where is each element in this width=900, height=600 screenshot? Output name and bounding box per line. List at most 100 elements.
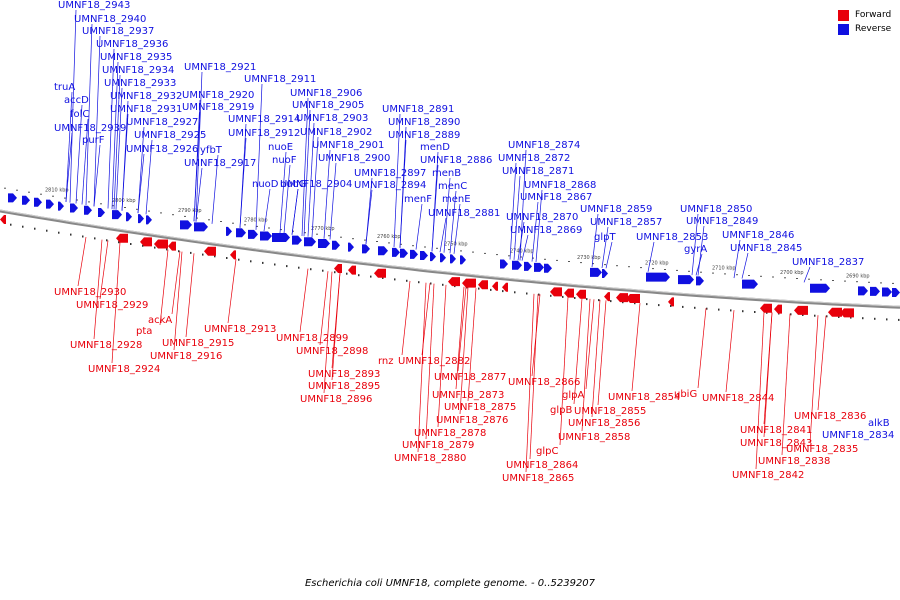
reverse-gene-arrow [696, 276, 704, 286]
scale-dot [640, 267, 642, 269]
scale-dot [412, 245, 414, 247]
reverse-gene-leader [733, 239, 741, 279]
forward-gene-label: UMNF18_2855 [574, 406, 646, 417]
reverse-gene-label: UMNF18_2902 [300, 127, 372, 138]
scale-dash [262, 261, 264, 264]
scale-dash [898, 318, 900, 321]
reverse-gene-leader [399, 139, 407, 248]
scale-dash [826, 315, 828, 318]
scale-tick-label: 2690 kbp [846, 274, 870, 280]
scale-dot [736, 274, 738, 276]
reverse-gene-label: menD [420, 142, 450, 153]
forward-gene-leader [591, 299, 601, 418]
scale-dash [886, 318, 888, 321]
scale-dash [82, 235, 84, 238]
reverse-gene-leader [605, 241, 613, 269]
reverse-gene-leader [291, 188, 299, 235]
forward-gene-label: UMNF18_2844 [702, 393, 774, 404]
reverse-gene-arrow [544, 263, 552, 273]
forward-gene-label: UMNF18_2841 [740, 425, 812, 436]
scale-dot [184, 215, 186, 217]
scale-dot [424, 246, 426, 248]
forward-gene-label: glpB [550, 405, 572, 416]
reverse-gene-arrow [450, 254, 456, 264]
forward-gene-label: UMNF18_2864 [506, 460, 578, 471]
reverse-gene-leader [121, 113, 129, 211]
scale-dot [844, 280, 846, 282]
reverse-gene-leader [85, 23, 93, 206]
reverse-gene-label: UMNF18_2937 [82, 26, 154, 37]
genome-caption: Escherichia coli UMNF18, complete genome… [304, 578, 596, 589]
reverse-gene-leader [193, 111, 201, 222]
scale-dash [298, 266, 300, 269]
forward-gene-label: UMNF18_2843 [740, 438, 812, 449]
scale-dash [382, 277, 384, 279]
reverse-gene-leader [113, 74, 121, 210]
forward-gene-leader [763, 312, 773, 438]
scale-dash [322, 269, 324, 272]
forward-gene-label: UMNF18_2924 [88, 364, 160, 375]
forward-gene-label: UMNF18_2916 [150, 351, 222, 362]
scale-dash [154, 246, 156, 249]
reverse-gene-leader [697, 225, 705, 276]
forward-gene-label: UMNF18_2928 [70, 340, 142, 351]
reverse-gene-arrow [420, 251, 428, 261]
reverse-gene-label: UMNF18_2869 [510, 225, 582, 236]
reverse-gene-label: UMNF18_2845 [730, 243, 802, 254]
reverse-gene-label: UMNF18_2900 [318, 153, 390, 164]
scale-dash [358, 274, 360, 277]
scale-dash [10, 223, 12, 226]
reverse-gene-leader [195, 71, 203, 222]
reverse-gene-arrow [126, 212, 132, 222]
scale-dot [364, 239, 366, 241]
scale-dash [406, 279, 408, 282]
scale-dash [646, 303, 648, 306]
reverse-gene-label: UMNF18_2932 [110, 91, 182, 102]
reverse-gene-label: UMNF18_2867 [520, 192, 592, 203]
reverse-gene-leader [531, 201, 539, 262]
scale-dash [310, 268, 312, 271]
legend-label-reverse: Reverse [855, 24, 892, 34]
reverse-gene-arrow [34, 197, 42, 207]
reverse-gene-arrow [332, 240, 340, 250]
reverse-gene-leader [431, 164, 439, 252]
reverse-gene-label: UMNF18_2868 [524, 180, 596, 191]
scale-dot [688, 270, 690, 272]
forward-gene-arrow [576, 289, 586, 299]
scale-dash [334, 271, 336, 274]
legend-swatch-reverse [838, 23, 849, 35]
scale-dash [562, 295, 564, 298]
forward-gene-label: UMNF18_2930 [54, 287, 126, 298]
reverse-gene-leader [311, 136, 319, 238]
forward-gene-label: UMNF18_2858 [558, 432, 630, 443]
scale-dash [550, 294, 552, 297]
scale-dot [724, 273, 726, 275]
scale-dash [430, 282, 432, 285]
scale-dot [568, 261, 570, 262]
forward-gene-label: UMNF18_2866 [508, 377, 580, 388]
reverse-gene-arrow [98, 207, 105, 217]
forward-gene-label: UMNF18_2899 [276, 333, 348, 344]
reverse-gene-leader [695, 253, 703, 276]
scale-dot [532, 257, 534, 259]
reverse-gene-leader [239, 137, 247, 228]
reverse-gene-arrow [500, 259, 508, 269]
scale-tick-label: 2810 kbp [45, 188, 69, 194]
reverse-gene-leader [323, 149, 331, 239]
reverse-gene-leader [509, 162, 517, 260]
scale-dot [676, 269, 678, 271]
scale-dash [142, 244, 144, 247]
reverse-gene-leader [69, 9, 77, 203]
reverse-gene-arrow [742, 279, 758, 289]
reverse-gene-leader [93, 144, 101, 207]
scale-dash [538, 293, 540, 296]
reverse-gene-leader [137, 153, 145, 214]
reverse-gene-leader [303, 109, 311, 237]
reverse-gene-label: accD [64, 95, 89, 106]
reverse-gene-leader [279, 151, 287, 234]
forward-gene-arrow [616, 293, 628, 303]
scale-dot [784, 277, 786, 279]
scale-dot [748, 275, 750, 276]
forward-gene-leader [323, 271, 333, 394]
forward-gene-label: UMNF18_2877 [434, 372, 506, 383]
